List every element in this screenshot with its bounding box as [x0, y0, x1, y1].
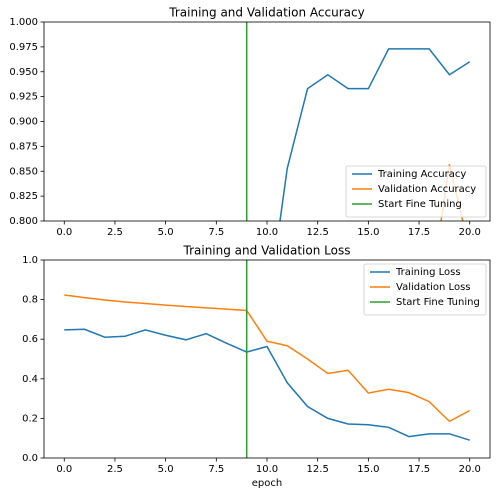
- y-tick-label: 0.850: [9, 166, 38, 177]
- chart: Training and Validation Loss epoch 0.0 2.5 5…: [22, 244, 491, 489]
- y-tick-label: 0.8: [22, 295, 38, 306]
- x-tick-label: 10.0: [256, 227, 278, 238]
- x-tick-label: 0.0: [56, 464, 72, 475]
- x-tick-label: 0.0: [56, 227, 72, 238]
- x-tick-label: 12.5: [307, 227, 329, 238]
- y-tick-label: 0.825: [9, 191, 38, 202]
- x-tick-label: 5.0: [158, 464, 174, 475]
- y-tick-label: 0.975: [9, 42, 38, 53]
- x-tick-label: 17.5: [408, 464, 430, 475]
- axes-frame: [43, 259, 491, 459]
- y-tick-label: 0.875: [9, 141, 38, 152]
- chart-title: Training and Validation Accuracy: [168, 6, 364, 20]
- y-tick-label: 1.000: [9, 17, 38, 28]
- legend-label: Validation Accuracy: [378, 184, 476, 195]
- x-tick-label: 15.0: [357, 227, 379, 238]
- y-tick-label: 0.925: [9, 92, 38, 103]
- series-line: [64, 328, 470, 441]
- series-line: [64, 294, 471, 423]
- x-tick-label: 7.5: [208, 227, 224, 238]
- plot-area: [245, 22, 471, 221]
- legend-box: [363, 263, 487, 316]
- legend-label: Training Loss: [395, 267, 461, 278]
- x-tick-label: 7.5: [208, 464, 224, 475]
- y-tick-label: 0.6: [22, 334, 38, 345]
- x-tick-label: 12.5: [307, 464, 329, 475]
- x-tick-label: 2.5: [107, 227, 123, 238]
- y-tick-label: 0.800: [9, 216, 38, 227]
- plot-area: [64, 260, 471, 458]
- legend-label: Validation Loss: [396, 282, 471, 293]
- y-tick-label: 0.950: [9, 67, 38, 78]
- y-tick-label: 0.900: [9, 117, 38, 128]
- series-line: [279, 48, 471, 221]
- legend-label: Start Fine Tuning: [378, 199, 462, 210]
- y-tick-label: 0.2: [22, 413, 38, 424]
- x-tick-label: 2.5: [107, 464, 123, 475]
- x-tick-label: 15.0: [357, 464, 379, 475]
- legend-box: [345, 165, 487, 218]
- y-tick-label: 0.4: [22, 374, 38, 385]
- legend-label: Start Fine Tuning: [396, 297, 480, 308]
- legend-label: Training Accuracy: [377, 169, 466, 180]
- x-tick-label: 5.0: [158, 227, 174, 238]
- y-tick-label: 0.0: [22, 453, 38, 464]
- x-tick-label: 10.0: [256, 464, 278, 475]
- x-tick-label: 20.0: [459, 227, 481, 238]
- chart-title: Training and Validation Loss: [183, 244, 351, 258]
- chart: Training and Validation Accuracy 0.0 2.5 5.…: [9, 6, 491, 238]
- axes-frame: [43, 21, 491, 222]
- x-axis-label: epoch: [252, 478, 282, 489]
- x-tick-label: 17.5: [408, 227, 430, 238]
- y-tick-label: 1.0: [22, 255, 38, 266]
- x-tick-label: 20.0: [459, 464, 481, 475]
